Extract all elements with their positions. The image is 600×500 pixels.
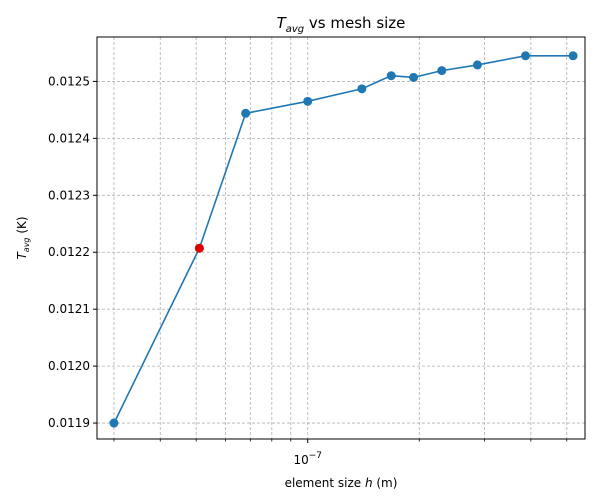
y-axis-label: Tavg (K) bbox=[15, 216, 31, 259]
data-point bbox=[437, 66, 447, 76]
data-point bbox=[472, 60, 482, 70]
data-point bbox=[303, 96, 313, 106]
y-tick-label: 0.0123 bbox=[48, 188, 90, 202]
y-tick-label: 0.0121 bbox=[48, 302, 90, 316]
data-line bbox=[113, 54, 574, 424]
data-point bbox=[521, 51, 531, 61]
axis-ticks: 0.0119 0.0120 0.0121 0.0122 0.0123 0.0124 0.01… bbox=[48, 74, 568, 467]
plot-frame bbox=[96, 36, 586, 440]
data-point bbox=[241, 108, 251, 118]
data-point bbox=[568, 51, 578, 61]
y-tick-label: 0.0125 bbox=[48, 74, 90, 88]
y-tick-label: 0.0119 bbox=[48, 416, 90, 430]
x-tick-label: 10−7 bbox=[293, 451, 322, 467]
y-tick-label: 0.0122 bbox=[48, 245, 90, 259]
chart-title: Tavg vs mesh size bbox=[277, 14, 406, 35]
data-point bbox=[409, 72, 419, 82]
x-axis-label: element size h (m) bbox=[285, 476, 398, 490]
series-markers bbox=[109, 51, 578, 428]
data-point bbox=[109, 418, 119, 428]
grid-lines bbox=[97, 37, 585, 439]
data-point bbox=[357, 84, 367, 94]
highlight-point bbox=[194, 243, 204, 253]
y-tick-label: 0.0120 bbox=[48, 359, 90, 373]
y-tick-label: 0.0124 bbox=[48, 131, 90, 145]
series-line bbox=[113, 54, 574, 424]
data-point bbox=[386, 71, 396, 81]
